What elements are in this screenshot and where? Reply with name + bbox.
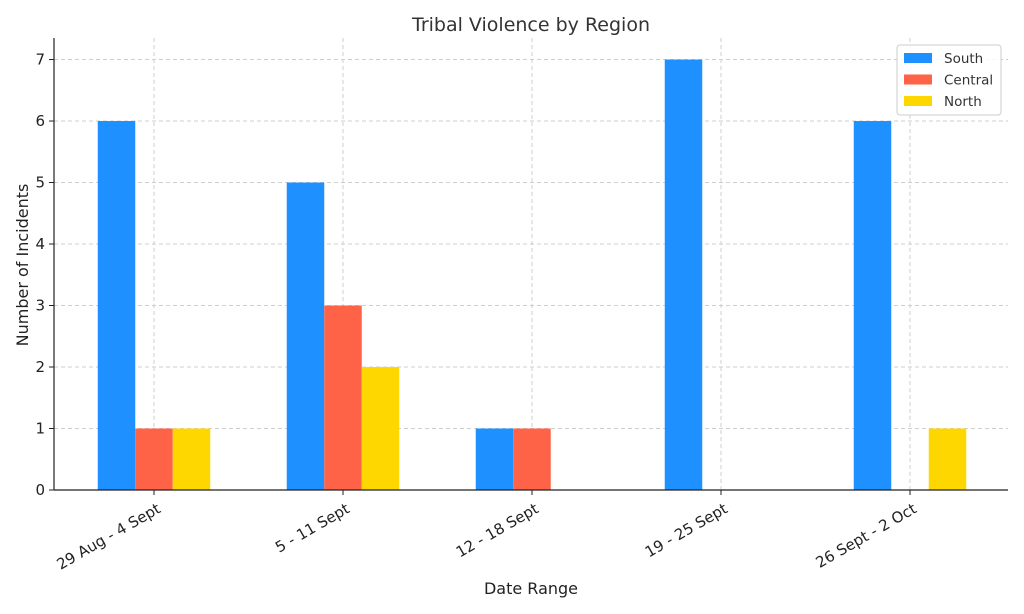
bar-north [172, 428, 211, 490]
bar-central [324, 305, 362, 490]
y-tick-label: 4 [35, 235, 45, 253]
y-tick-label: 3 [35, 297, 45, 315]
y-axis-label: Number of Incidents [13, 184, 32, 347]
y-tick-label: 7 [35, 51, 45, 69]
bar-south [475, 428, 514, 490]
x-tick-label: 5 - 11 Sept [272, 500, 353, 557]
bar-central [135, 428, 173, 490]
legend-label-central: Central [944, 73, 993, 89]
bar-south [286, 182, 325, 490]
legend-swatch-central [904, 74, 932, 85]
y-tick-label: 0 [35, 481, 45, 499]
bar-north [361, 367, 400, 490]
bar-north [928, 428, 967, 490]
bar-central [513, 428, 551, 490]
y-tick-label: 2 [35, 358, 45, 376]
bars [97, 59, 967, 491]
legend-label-north: North [944, 94, 982, 110]
axes [53, 38, 1008, 491]
legend-swatch-north [904, 96, 932, 106]
y-tick-label: 1 [35, 420, 45, 438]
y-axis-ticks: 0 1 2 3 4 5 6 7 [35, 51, 54, 499]
x-tick-label: 26 Sept - 2 Oct [813, 500, 920, 572]
chart-title: Tribal Violence by Region [411, 14, 650, 36]
x-axis-label: Date Range [484, 579, 578, 598]
legend: South Central North [896, 44, 1002, 116]
bar-south [97, 121, 136, 490]
legend-label-south: South [944, 51, 983, 67]
bar-south [853, 121, 892, 490]
y-tick-label: 6 [35, 112, 45, 130]
x-tick-label: 29 Aug - 4 Sept [54, 500, 164, 574]
y-tick-label: 5 [35, 174, 45, 192]
x-axis-ticks: 29 Aug - 4 Sept 5 - 11 Sept 12 - 18 Sept 19… [54, 490, 920, 573]
bar-south [664, 59, 703, 491]
legend-swatch-south [904, 53, 932, 63]
x-tick-label: 19 - 25 Sept [642, 500, 731, 562]
x-tick-label: 12 - 18 Sept [453, 500, 542, 562]
